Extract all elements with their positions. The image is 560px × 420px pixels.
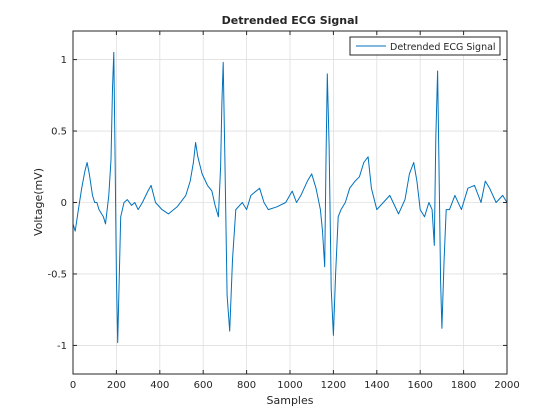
plot-area <box>72 51 508 344</box>
chart-title: Detrended ECG Signal <box>222 14 359 27</box>
x-tick-label: 200 <box>107 380 126 391</box>
x-tick-label: 1000 <box>277 380 302 391</box>
x-tick-label: 1200 <box>321 380 346 391</box>
y-tick-label: -1 <box>57 341 67 352</box>
legend-box <box>349 36 501 56</box>
x-tick-label: 800 <box>237 380 256 391</box>
y-tick-label: -0.5 <box>47 269 67 280</box>
legend: Detrended ECG Signal <box>349 36 501 56</box>
y-axis-label: Voltage(mV) <box>32 168 45 236</box>
y-tick-label: 0 <box>61 198 67 209</box>
legend-label: Detrended ECG Signal <box>390 42 496 53</box>
x-tick-label: 400 <box>150 380 169 391</box>
x-tick-label: 1400 <box>364 380 389 391</box>
y-tick-label: 0.5 <box>51 127 67 138</box>
y-tick-label: 1 <box>61 55 67 66</box>
x-tick-label: 1800 <box>451 380 476 391</box>
x-tick-label: 2000 <box>494 380 519 391</box>
series-line-0 <box>72 51 508 344</box>
axis-ticks: 0 200 400 600 800 1000 1200 1400 1600 1800 2000 -1 -… <box>47 30 520 391</box>
x-tick-label: 1600 <box>407 380 432 391</box>
x-axis-label: Samples <box>267 394 314 407</box>
x-tick-label: 0 <box>70 380 76 391</box>
x-tick-label: 600 <box>194 380 213 391</box>
